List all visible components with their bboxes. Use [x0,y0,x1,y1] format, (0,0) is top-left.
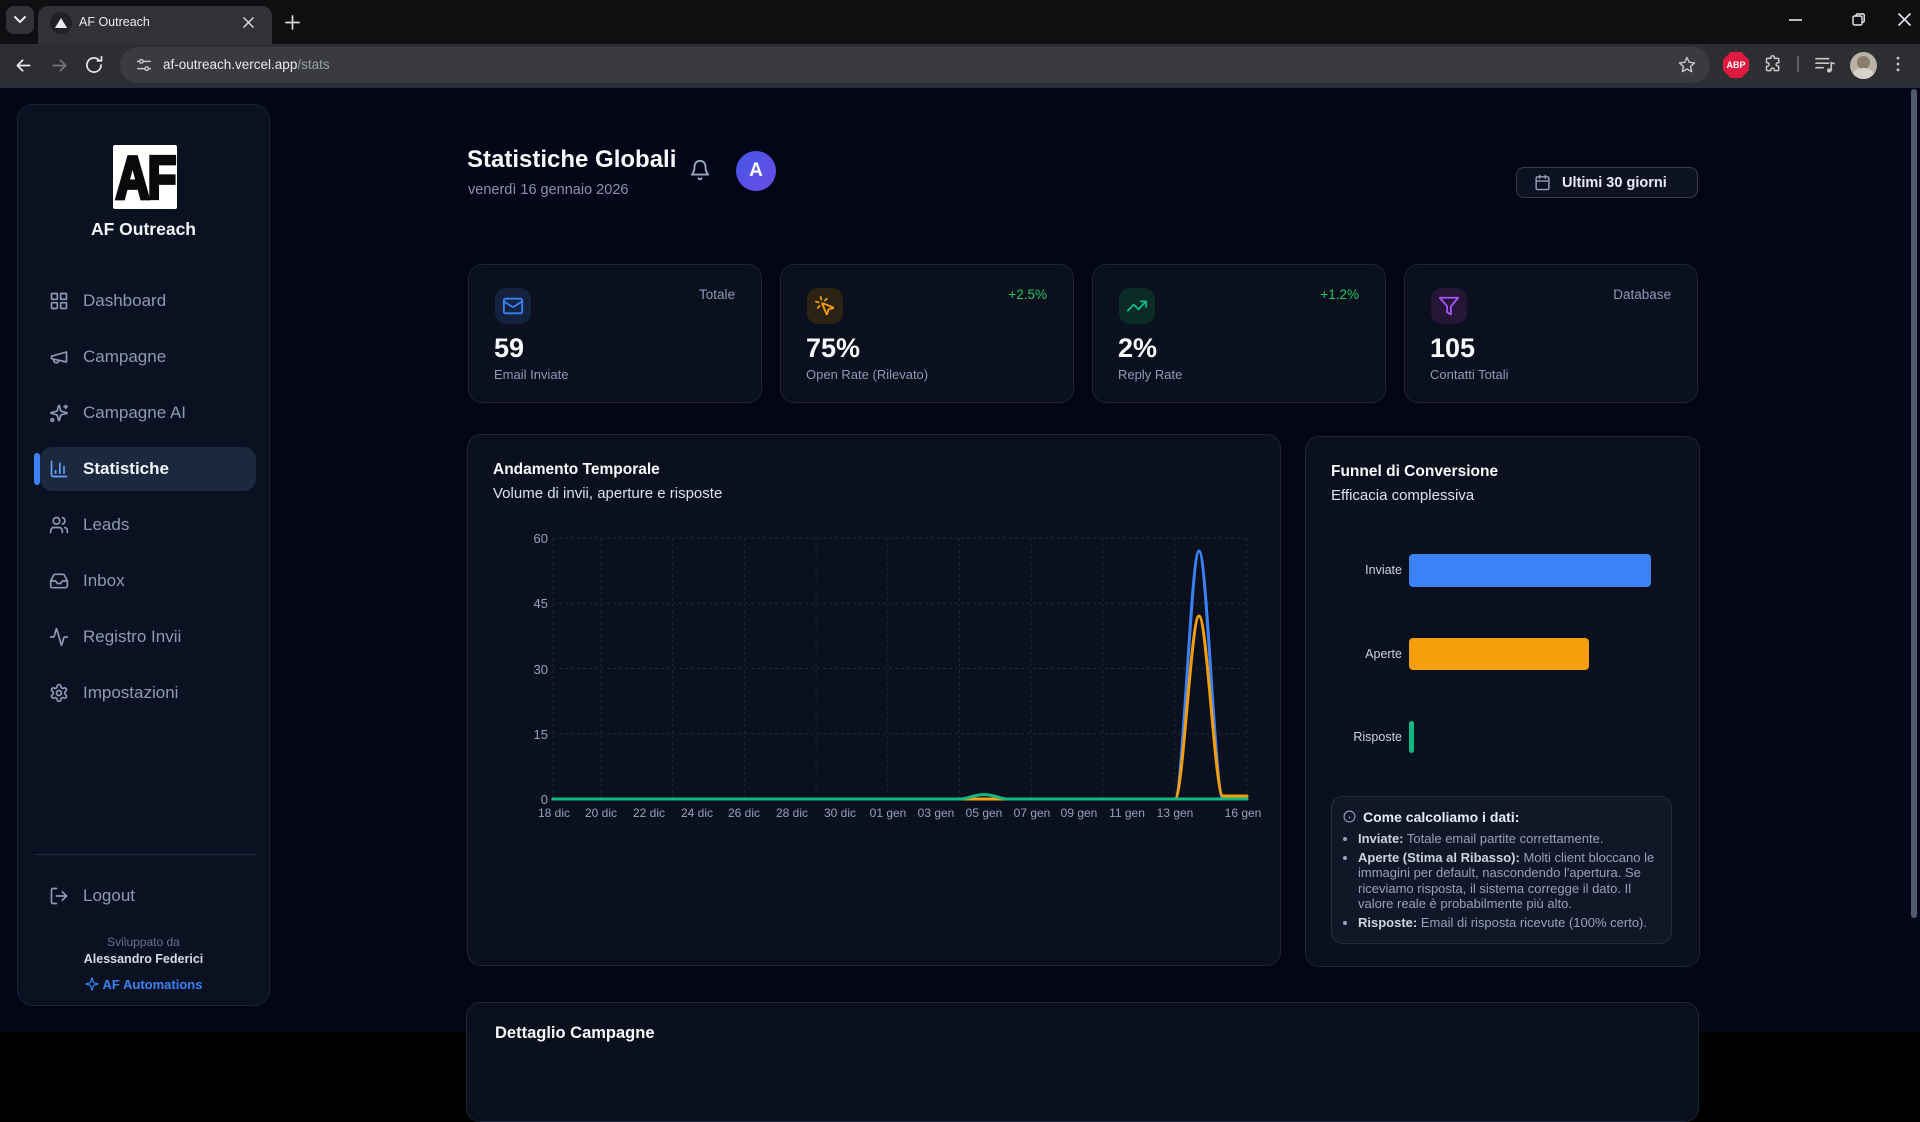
svg-text:15: 15 [534,727,548,742]
svg-text:22 dic: 22 dic [633,806,665,820]
svg-text:45: 45 [534,596,548,611]
svg-text:20 dic: 20 dic [585,806,617,820]
svg-text:28 dic: 28 dic [776,806,808,820]
svg-text:01 gen: 01 gen [870,806,907,820]
svg-text:09 gen: 09 gen [1061,806,1098,820]
svg-text:18 dic: 18 dic [538,806,570,820]
svg-text:11 gen: 11 gen [1109,806,1145,820]
svg-text:24 dic: 24 dic [681,806,713,820]
svg-text:07 gen: 07 gen [1014,806,1051,820]
svg-text:60: 60 [534,531,548,546]
svg-text:16 gen: 16 gen [1225,806,1262,820]
svg-text:30 dic: 30 dic [824,806,856,820]
svg-text:26 dic: 26 dic [728,806,760,820]
svg-text:13 gen: 13 gen [1157,806,1194,820]
svg-text:03 gen: 03 gen [918,806,955,820]
svg-text:05 gen: 05 gen [966,806,1003,820]
svg-text:0: 0 [541,792,548,807]
svg-text:30: 30 [534,662,548,677]
